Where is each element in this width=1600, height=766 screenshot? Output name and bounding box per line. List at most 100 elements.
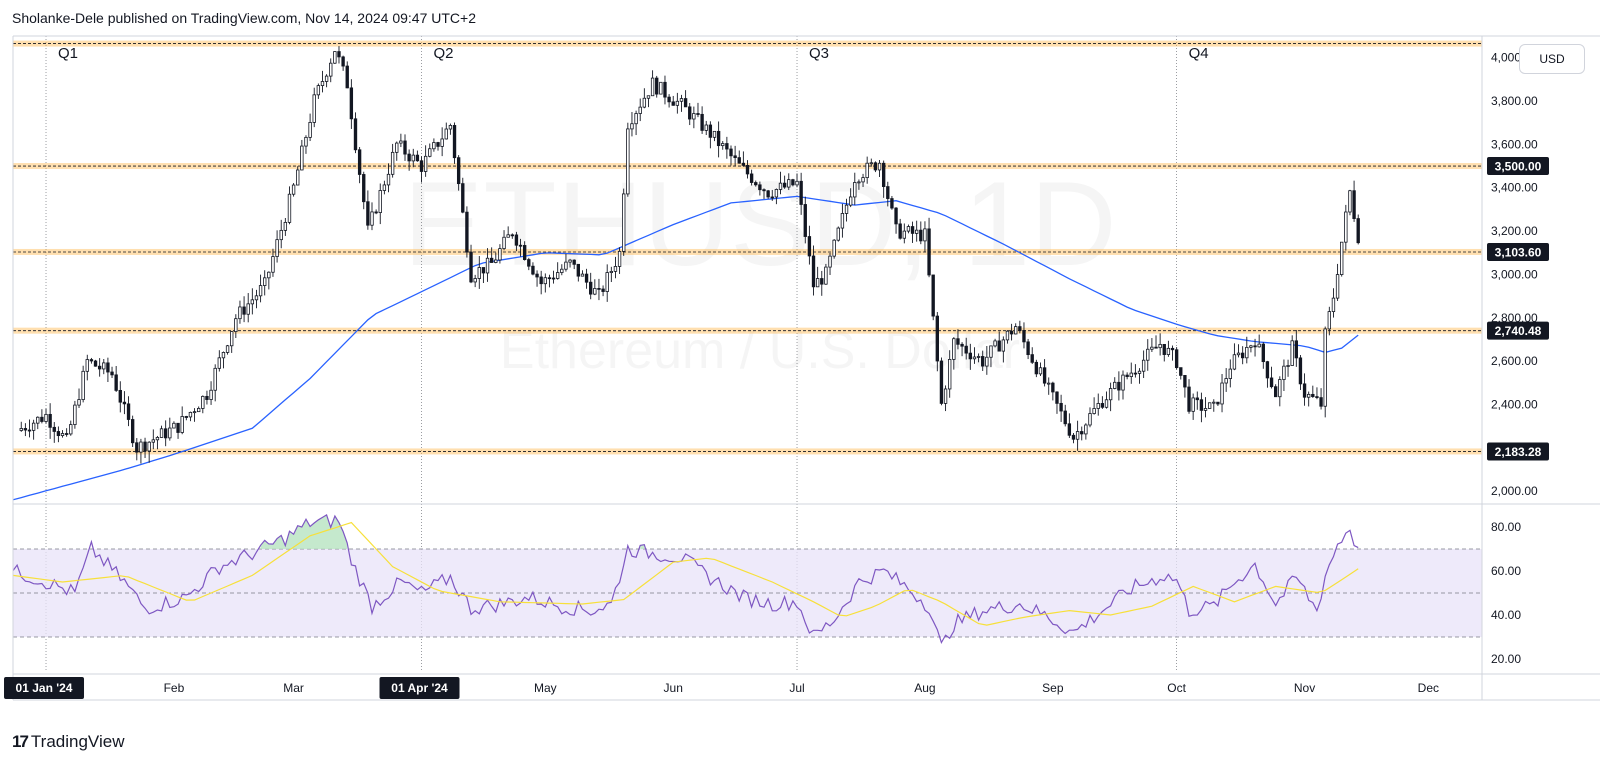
- candle: [225, 344, 230, 355]
- candle: [725, 136, 729, 159]
- candle-body-up: [869, 162, 873, 165]
- candle-body-down: [584, 273, 589, 283]
- candle: [448, 123, 453, 135]
- candle: [1063, 404, 1067, 427]
- candle-body-up: [1207, 402, 1212, 409]
- candle: [1253, 338, 1257, 357]
- price-tick-label: 2,000.00: [1491, 484, 1538, 498]
- candle-body-down: [1154, 346, 1158, 349]
- candle: [60, 430, 65, 438]
- candle-body-up: [853, 182, 857, 198]
- candle: [919, 221, 923, 245]
- candle: [564, 253, 568, 272]
- candle: [419, 156, 424, 183]
- candle-body-up: [1286, 365, 1290, 367]
- candle: [518, 238, 523, 257]
- candle: [205, 390, 209, 405]
- candle-body-up: [494, 259, 498, 263]
- candle-body-down: [1030, 354, 1034, 363]
- candle: [927, 217, 931, 278]
- candle: [1047, 377, 1051, 395]
- currency-button[interactable]: USD: [1519, 44, 1585, 74]
- candle-body-down: [873, 162, 878, 171]
- candle: [77, 388, 81, 408]
- candle-body-down: [1055, 391, 1059, 404]
- candle: [110, 366, 114, 379]
- candle-body-down: [741, 162, 746, 166]
- candle-body-down: [452, 125, 457, 159]
- candle-body-down: [576, 263, 580, 277]
- candle-body-down: [469, 251, 473, 283]
- candle-body-up: [976, 356, 981, 358]
- candle: [799, 172, 803, 215]
- candle: [135, 438, 139, 461]
- candle: [1331, 288, 1336, 318]
- candle-body-down: [489, 257, 494, 263]
- price-level-band: [13, 327, 1482, 334]
- candle-body-down: [745, 165, 750, 175]
- candle: [382, 180, 387, 195]
- candle-body-down: [820, 278, 824, 285]
- candle: [395, 141, 399, 161]
- candle: [1117, 371, 1121, 401]
- candle: [853, 172, 857, 205]
- candle: [811, 245, 816, 296]
- candle: [1203, 397, 1208, 418]
- candle-body-down: [518, 244, 523, 247]
- candle-body-up: [1212, 401, 1216, 404]
- candle: [333, 51, 337, 64]
- quarter-label-4: Q4: [1189, 45, 1209, 62]
- candle: [1141, 350, 1146, 379]
- candle: [688, 102, 692, 126]
- candle: [1001, 336, 1006, 363]
- candle: [1092, 397, 1096, 415]
- candle-body-down: [27, 429, 32, 432]
- candle-body-up: [250, 299, 255, 305]
- candle-body-down: [696, 113, 700, 115]
- candle-body-down: [522, 245, 527, 260]
- candle: [1302, 373, 1307, 406]
- candle-body-down: [114, 374, 118, 391]
- rsi-line: [13, 513, 1359, 644]
- candle-body-up: [1327, 311, 1332, 330]
- candle: [197, 406, 201, 413]
- candle-body-up: [943, 388, 948, 404]
- candle: [754, 180, 758, 187]
- time-tick-label: Jun: [664, 681, 683, 695]
- candle-body-up: [1307, 393, 1311, 398]
- candle: [1319, 388, 1323, 410]
- candle-body-up: [1340, 241, 1344, 275]
- candle: [1067, 413, 1072, 438]
- candle-body-down: [968, 352, 973, 360]
- candle-body-up: [1141, 359, 1146, 372]
- candle-body-down: [597, 288, 601, 290]
- candle: [192, 408, 197, 422]
- candle-body-up: [225, 345, 230, 353]
- candle-body-up: [370, 211, 374, 226]
- candle: [370, 202, 374, 231]
- candle-body-up: [209, 389, 213, 400]
- candle-body-up: [1014, 326, 1018, 335]
- candle-body-up: [712, 130, 717, 138]
- candle-body-down: [1080, 431, 1084, 435]
- candle: [1261, 342, 1265, 369]
- candle: [122, 391, 127, 415]
- candle: [547, 274, 552, 288]
- candle: [155, 435, 160, 450]
- watermark-symbol: ETHUSD, 1D: [403, 157, 1116, 291]
- candle: [791, 178, 795, 187]
- candle: [634, 110, 638, 136]
- candle-body-down: [89, 359, 94, 362]
- candle-body-up: [902, 230, 906, 239]
- candle-body-down: [1071, 434, 1076, 440]
- candle: [502, 230, 506, 251]
- candle-body-down: [1022, 330, 1026, 343]
- candle-body-down: [362, 174, 366, 203]
- candle: [27, 419, 32, 438]
- candle: [349, 79, 354, 129]
- candle: [683, 90, 688, 108]
- candle: [1030, 347, 1034, 365]
- candle-body-down: [1302, 383, 1307, 398]
- candle-body-up: [477, 267, 481, 279]
